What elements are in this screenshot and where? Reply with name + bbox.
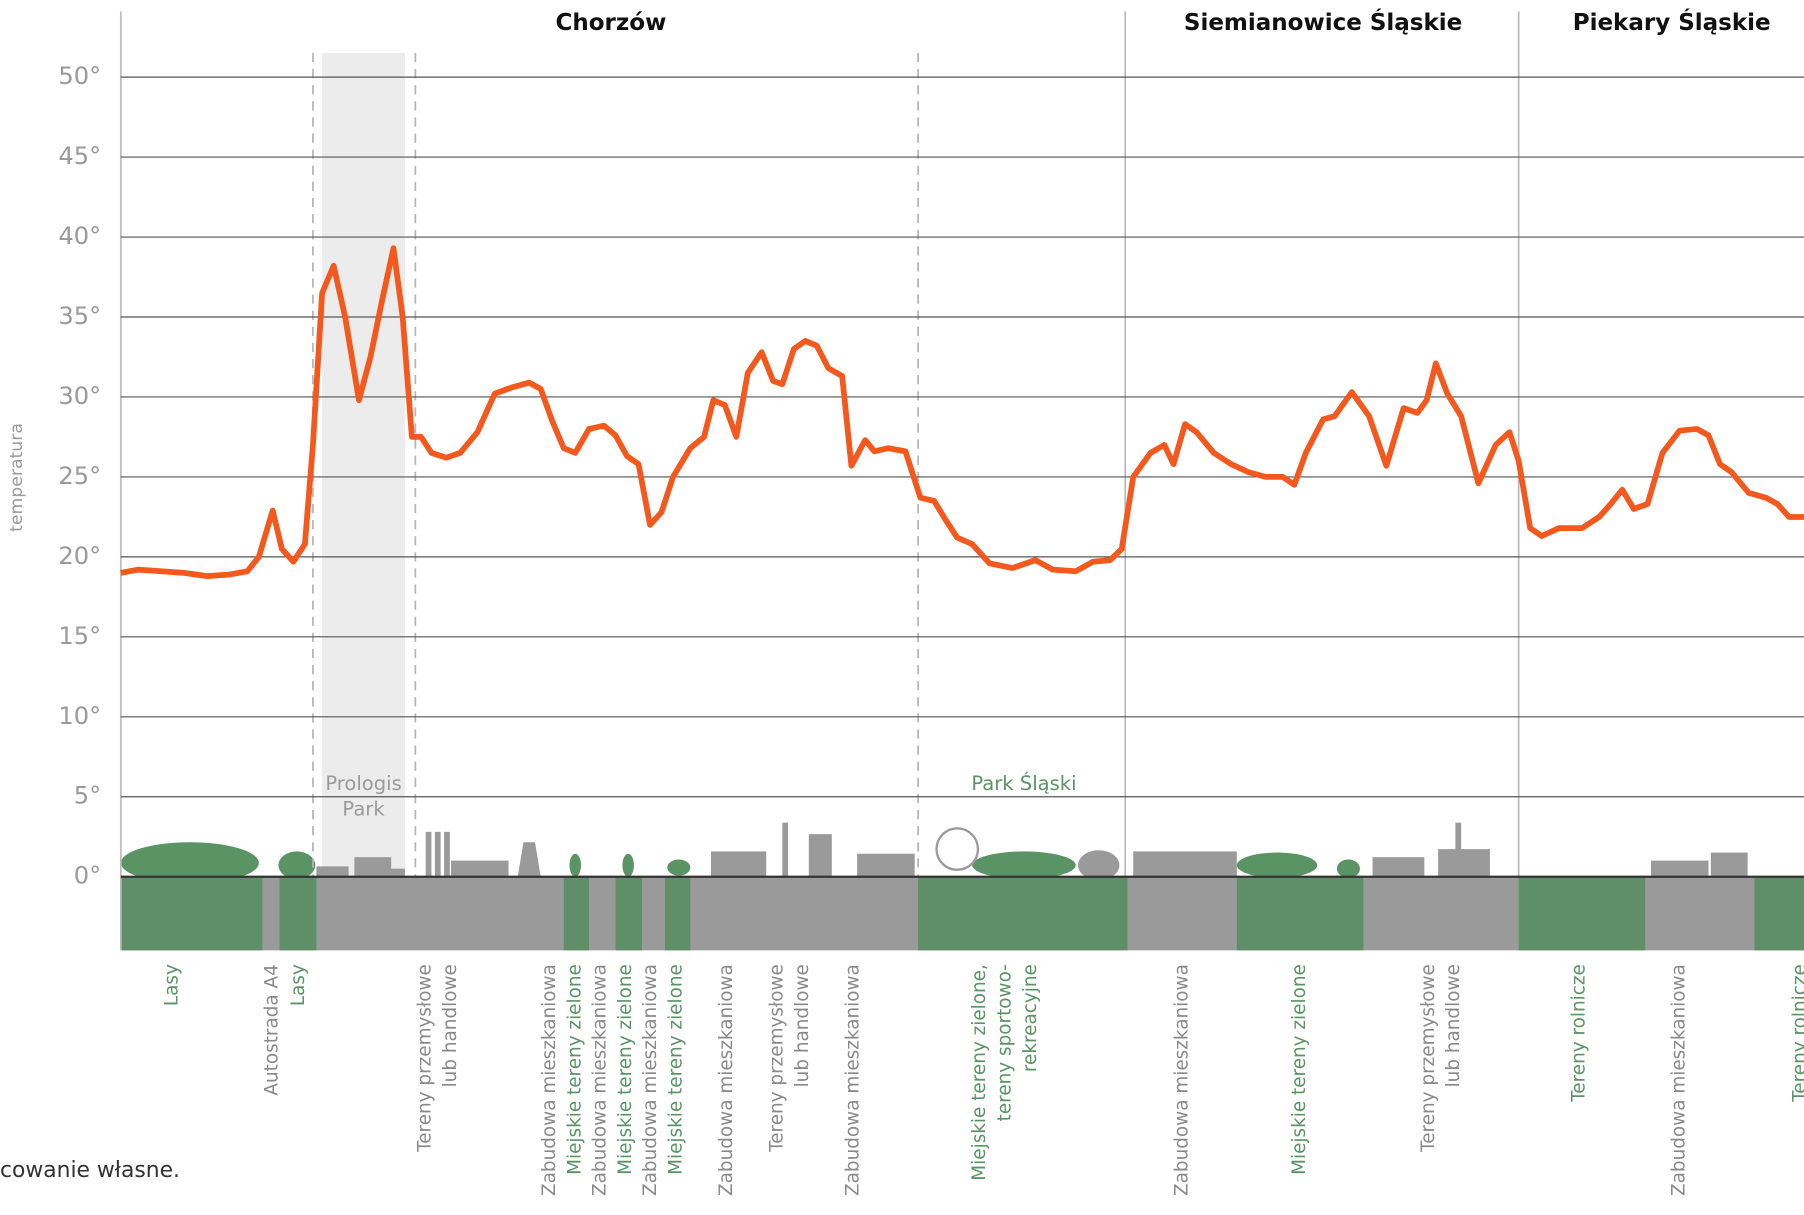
land-use-label: Miejskie tereny zielone, bbox=[969, 964, 990, 1181]
land-use-label: Miejskie tereny zielone bbox=[615, 964, 636, 1175]
zone-label: Prologis bbox=[325, 772, 401, 795]
land-use-label: Tereny rolnicze bbox=[1790, 964, 1804, 1103]
chart: temperatura Chorzów Siemianowice Śląskie… bbox=[0, 0, 1804, 1215]
y-tick-label: 25° bbox=[58, 462, 101, 490]
y-tick-label: 20° bbox=[58, 542, 101, 570]
ferris-wheel bbox=[937, 828, 978, 869]
land-use-label: Zabudowa mieszkaniowa bbox=[590, 964, 611, 1196]
y-tick-label: 30° bbox=[58, 382, 101, 410]
y-tick-label: 10° bbox=[58, 702, 101, 730]
land-use-label: tereny sportowo- bbox=[995, 964, 1016, 1121]
footer: cowanie własne. bbox=[0, 1158, 180, 1183]
y-tick-label: 5° bbox=[74, 782, 101, 810]
y-tick-label: 35° bbox=[58, 302, 101, 330]
land-use-label: Zabudowa mieszkaniowa bbox=[640, 964, 661, 1196]
land-use-label: Tereny przemysłowe bbox=[1418, 964, 1439, 1153]
land-use-label: lub handlowe bbox=[792, 964, 813, 1087]
land-use-label: rekreacyjne bbox=[1020, 964, 1041, 1072]
y-tick-label: 50° bbox=[58, 62, 101, 90]
zone-label: Park bbox=[342, 797, 385, 820]
land-use-label: Autostrada A4 bbox=[262, 964, 283, 1095]
land-use-label: lub handlowe bbox=[440, 964, 461, 1087]
land-use-label: Lasy bbox=[288, 964, 309, 1006]
land-use-label: lub handlowe bbox=[1443, 964, 1464, 1087]
region-title: Chorzów bbox=[555, 10, 666, 36]
zone-label: Park Śląski bbox=[971, 771, 1076, 795]
land-use-label: Lasy bbox=[162, 964, 183, 1006]
land-use-label: Tereny rolnicze bbox=[1569, 964, 1590, 1103]
y-tick-label: 0° bbox=[74, 862, 101, 890]
region-title: Piekary Śląskie bbox=[1573, 8, 1771, 36]
land-use-label: Tereny przemysłowe bbox=[767, 964, 788, 1153]
land-use-label: Miejskie tereny zielone bbox=[666, 964, 687, 1175]
y-tick-label: 40° bbox=[58, 222, 101, 250]
land-use-label: Zabudowa mieszkaniowa bbox=[843, 964, 864, 1196]
land-use-label: Zabudowa mieszkaniowa bbox=[1172, 964, 1193, 1196]
y-axis-label: temperatura bbox=[7, 423, 27, 532]
land-use-label: Miejskie tereny zielone bbox=[564, 964, 585, 1175]
land-use-label: Zabudowa mieszkaniowa bbox=[1669, 964, 1690, 1196]
land-band bbox=[121, 877, 1804, 951]
page: {"chart_data":{"type":"line","y_label":"… bbox=[0, 0, 1804, 1215]
y-tick-label: 15° bbox=[58, 622, 101, 650]
land-use-label: Miejskie tereny zielone bbox=[1289, 964, 1310, 1175]
land-use-label: Tereny przemysłowe bbox=[415, 964, 436, 1153]
land-use-label: Zabudowa mieszkaniowa bbox=[539, 964, 560, 1196]
region-title: Siemianowice Śląskie bbox=[1184, 8, 1462, 36]
y-tick-label: 45° bbox=[58, 142, 101, 170]
land-use-label: Zabudowa mieszkaniowa bbox=[716, 964, 737, 1196]
zone-band bbox=[322, 53, 405, 877]
